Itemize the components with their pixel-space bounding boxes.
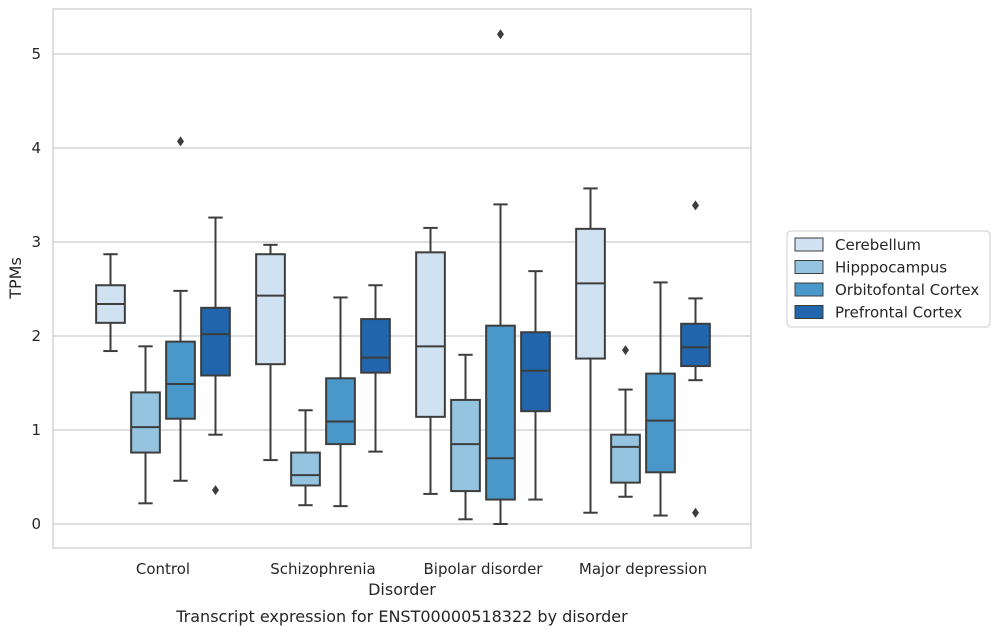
plot-frame <box>52 8 752 549</box>
outlier-point <box>177 136 184 147</box>
box-0-1 <box>255 243 286 462</box>
legend-item: Hipppocampus <box>794 259 947 277</box>
y-tick-label: 4 <box>31 139 41 157</box>
box-1-3 <box>610 345 641 498</box>
box-iqr <box>130 391 161 454</box>
box-1-0 <box>130 345 161 505</box>
box-0-3 <box>575 187 606 514</box>
box-iqr <box>575 227 606 360</box>
box-iqr <box>415 251 446 418</box>
y-tick-label: 3 <box>31 233 41 251</box>
box-iqr <box>645 372 676 474</box>
box-iqr <box>200 306 231 377</box>
box-iqr <box>360 318 391 374</box>
legend-swatch <box>794 282 824 297</box>
legend-items: Cerebellum Hipppocampus Orbitofontal Corte… <box>794 236 979 322</box>
legend-label: Orbitofontal Cortex <box>835 281 979 299</box>
chart-caption: Transcript expression for ENST0000051832… <box>175 607 628 626</box>
box-iqr <box>290 451 321 487</box>
gridlines <box>53 53 751 525</box>
box-plot-layer <box>95 29 711 525</box>
box-3-1 <box>360 284 391 453</box>
outlier-point <box>692 507 699 518</box>
y-tick-label: 2 <box>31 327 41 345</box>
box-1-1 <box>290 409 321 507</box>
legend: Cerebellum Hipppocampus Orbitofontal Corte… <box>786 230 991 328</box>
legend-swatch <box>794 260 824 274</box>
box-3-3 <box>680 200 711 518</box>
y-tick-label: 1 <box>31 421 41 439</box>
legend-item: Cerebellum <box>794 236 921 254</box>
box-iqr <box>485 324 516 501</box>
outlier-point <box>497 29 504 40</box>
y-axis-label: TPMs <box>6 257 25 300</box>
outlier-point <box>212 485 219 496</box>
box-iqr <box>165 340 196 420</box>
box-iqr <box>610 433 641 484</box>
box-0-0 <box>95 253 126 353</box>
legend-label: Prefrontal Cortex <box>835 304 962 322</box>
box-2-3 <box>645 281 676 517</box>
box-2-1 <box>325 296 356 508</box>
box-iqr <box>255 253 286 366</box>
box-2-2 <box>485 29 516 525</box>
y-tick-label: 0 <box>31 515 41 533</box>
x-tick-label: Schizophrenia <box>270 560 375 578</box>
legend-item: Prefrontal Cortex <box>794 304 962 322</box>
legend-frame <box>786 230 991 328</box>
box-0-2 <box>415 226 446 495</box>
box-iqr <box>450 398 481 493</box>
legend-label: Cerebellum <box>835 236 921 254</box>
box-3-2 <box>520 270 551 501</box>
outlier-point <box>622 345 629 356</box>
box-2-0 <box>165 136 196 482</box>
legend-swatch <box>794 305 824 319</box>
legend-item: Orbitofontal Cortex <box>794 281 979 299</box>
legend-label: Hipppocampus <box>835 259 947 277</box>
outlier-point <box>692 200 699 211</box>
x-axis-label: Disorder <box>368 580 436 599</box>
x-tick-label: Control <box>136 560 190 578</box>
x-tick-label: Major depression <box>579 560 707 578</box>
box-iqr <box>325 377 356 446</box>
box-3-0 <box>200 216 231 496</box>
x-tick-label: Bipolar disorder <box>424 560 544 578</box>
y-tick-labels: 0 1 2 3 4 5 <box>31 45 41 533</box>
box-1-2 <box>450 353 481 521</box>
x-tick-labels: Control Schizophrenia Bipolar disorder Majo… <box>136 560 707 578</box>
y-tick-label: 5 <box>31 45 41 63</box>
box-iqr <box>680 322 711 368</box>
legend-swatch <box>794 237 824 252</box>
